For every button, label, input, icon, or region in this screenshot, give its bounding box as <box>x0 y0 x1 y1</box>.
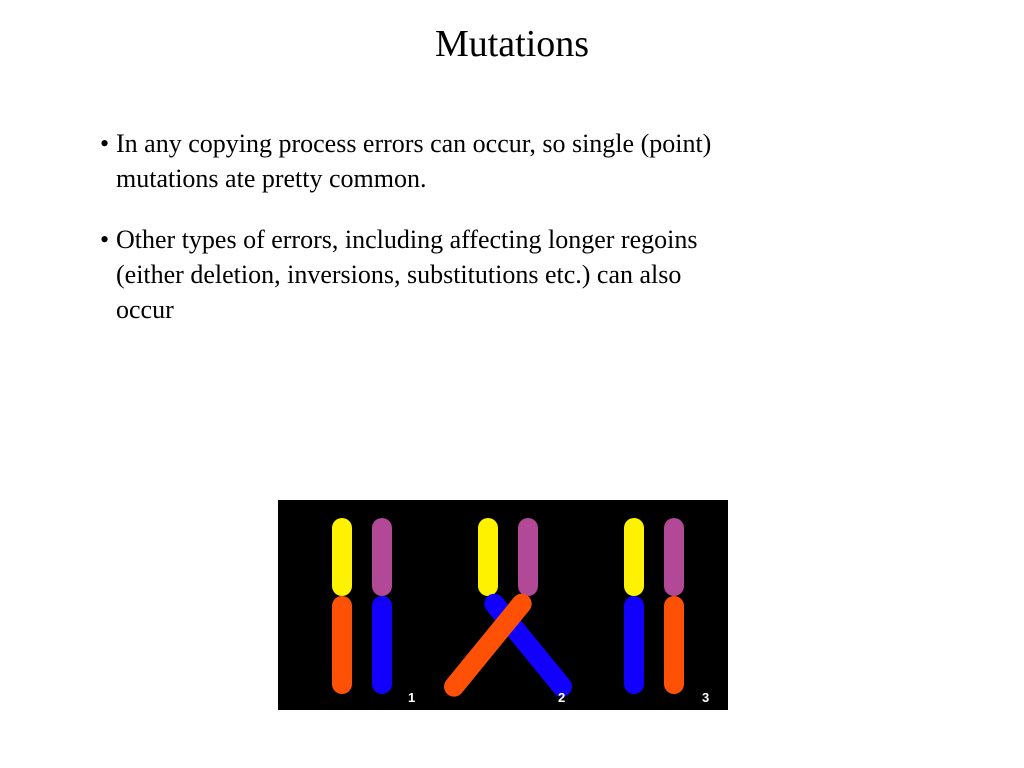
chromosome-bottom-segment <box>372 596 392 694</box>
chromosome-bottom-segment <box>624 596 644 694</box>
chromosome-top-segment <box>478 518 498 596</box>
bullet-item: Other types of errors, including affecti… <box>100 222 720 327</box>
chromosome-group-label: 3 <box>702 690 709 705</box>
chromosome-top-segment <box>332 518 352 596</box>
chromosome-diagram: 1 2 3 <box>278 500 728 710</box>
bullet-item: In any copying process errors can occur,… <box>100 126 720 196</box>
chromosome-group-label: 2 <box>558 690 565 705</box>
chromosome-top-segment <box>664 518 684 596</box>
chromosome-top-segment <box>518 518 538 596</box>
bullet-list: In any copying process errors can occur,… <box>100 126 720 327</box>
page-title: Mutations <box>0 0 1024 66</box>
chromosome-bottom-segment <box>332 596 352 694</box>
chromosome-group-label: 1 <box>408 690 415 705</box>
chromosome-top-segment <box>372 518 392 596</box>
chromosome-bottom-segment <box>664 596 684 694</box>
chromosome-top-segment <box>624 518 644 596</box>
